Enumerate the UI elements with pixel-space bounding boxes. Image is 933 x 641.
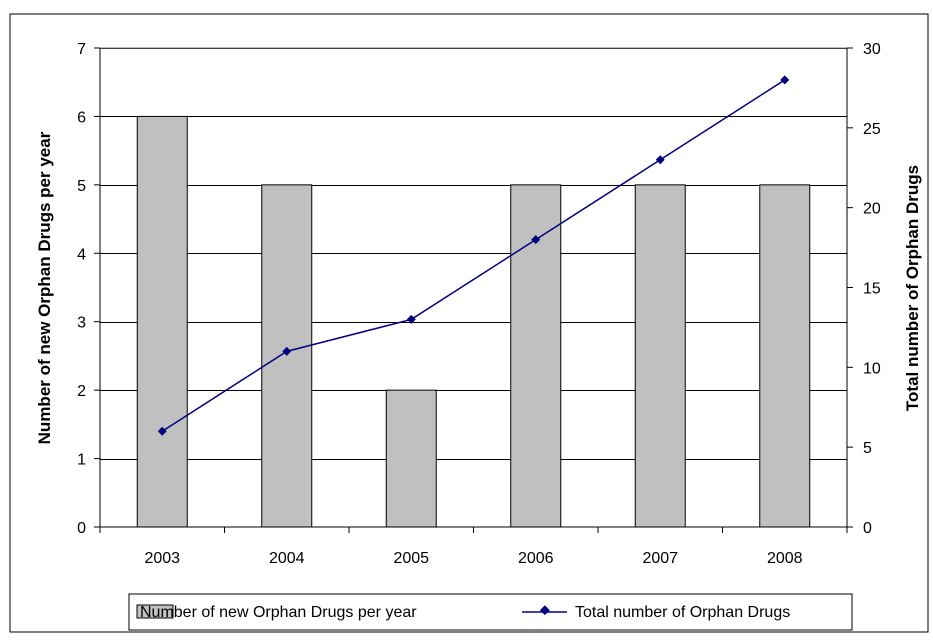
x-tick-label: 2005	[393, 550, 429, 567]
x-tick-label: 2003	[144, 550, 180, 567]
legend-box	[128, 593, 853, 631]
y-tick-left-label: 1	[77, 452, 86, 469]
y-tick-left-label: 6	[77, 109, 86, 126]
line-point	[655, 155, 665, 165]
legend-bar-label: Number of new Orphan Drugs per year	[140, 604, 417, 621]
y-axis-right-title: Total number of Orphan Drugs	[903, 165, 922, 411]
x-tick-label: 2006	[518, 550, 554, 567]
y-tick-left-label: 5	[77, 178, 86, 195]
y-tick-right-label: 0	[863, 520, 872, 537]
line-point	[780, 75, 790, 85]
series-line	[161, 79, 786, 432]
y-tick-left-label: 3	[77, 315, 86, 332]
legend-line-label: Total number of Orphan Drugs	[575, 604, 790, 621]
y-tick-right-label: 15	[863, 281, 881, 298]
legend-diamond-marker	[539, 605, 550, 616]
axes: 0 1 2 3 4 5 6 7 0 5 10 15 20 25 30 2003 2004 2005 2006 2007…	[77, 41, 881, 567]
y-tick-left-label: 2	[77, 383, 86, 400]
line-series	[157, 75, 790, 436]
x-tick-label: 2008	[767, 550, 803, 567]
y-tick-left-label: 4	[77, 246, 86, 263]
x-tick-label: 2007	[642, 550, 678, 567]
x-tick-label: 2004	[269, 550, 305, 567]
line-point	[282, 346, 292, 356]
bar	[261, 184, 313, 528]
y-tick-left-label: 0	[77, 520, 86, 537]
y-tick-right-label: 30	[863, 41, 881, 58]
y-axis-left-title: Number of new Orphan Drugs per year	[35, 131, 54, 444]
y-tick-right-label: 10	[863, 360, 881, 377]
y-tick-right-label: 5	[863, 440, 872, 457]
bar	[634, 184, 686, 528]
bar	[759, 184, 811, 528]
line-point	[531, 235, 541, 245]
bar	[385, 389, 437, 528]
line-point	[406, 314, 416, 324]
y-tick-right-label: 25	[863, 121, 881, 138]
y-tick-left-label: 7	[77, 41, 86, 58]
y-tick-right-label: 20	[863, 201, 881, 218]
line-point	[157, 426, 167, 436]
legend-bar-swatch	[136, 604, 174, 619]
bar-series	[136, 115, 811, 528]
bar	[136, 115, 188, 528]
legend: Number of new Orphan Drugs per year Tota…	[128, 593, 853, 631]
